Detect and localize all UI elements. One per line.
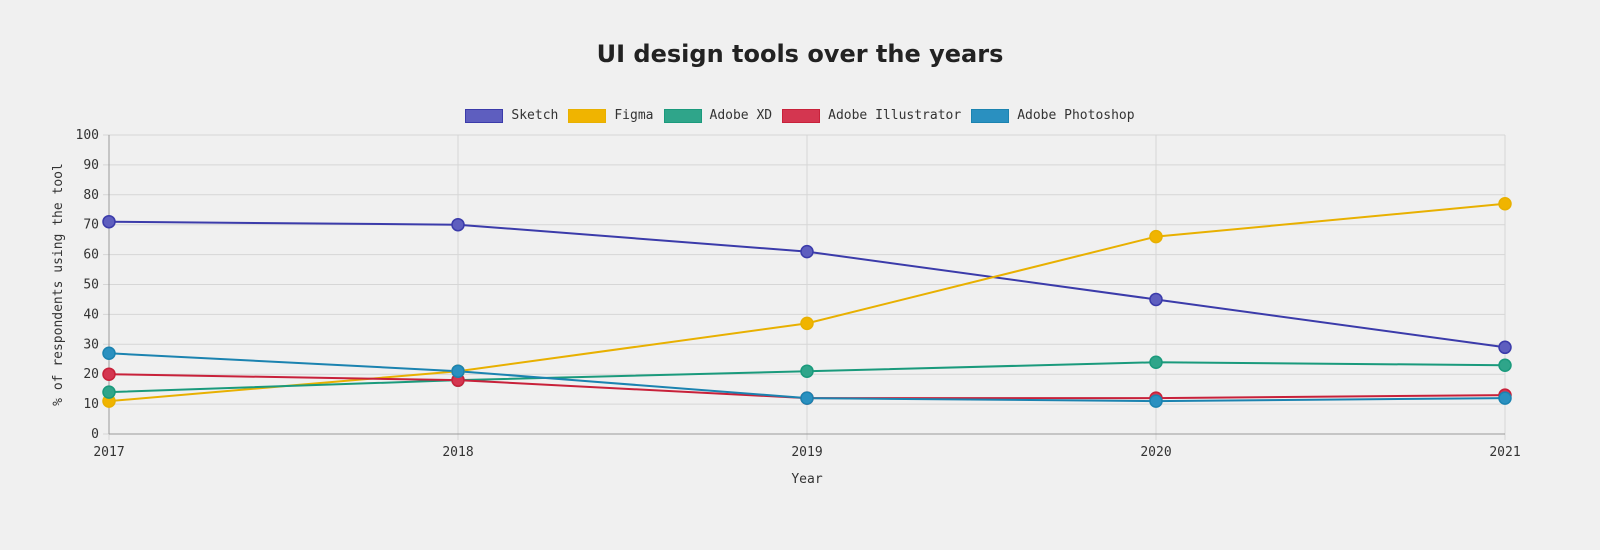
legend-item-sketch[interactable]: Sketch (465, 108, 558, 123)
y-tick-label: 80 (83, 188, 99, 203)
legend-label: Adobe Photoshop (1017, 108, 1135, 123)
data-point-adobe-xd[interactable] (800, 364, 814, 378)
data-point-figma[interactable] (1498, 197, 1512, 211)
legend-item-adobe-xd[interactable]: Adobe XD (663, 108, 773, 123)
legend-swatch (971, 108, 1010, 123)
data-point-sketch[interactable] (1498, 340, 1512, 355)
axes (108, 135, 1505, 435)
data-point-sketch[interactable] (1149, 292, 1163, 307)
data-point-adobe-photoshop[interactable] (1498, 391, 1512, 405)
y-tick-label: 10 (83, 397, 99, 412)
data-point-adobe-photoshop[interactable] (451, 364, 465, 378)
legend-label: Figma (614, 108, 654, 123)
chart-title: UI design tools over the years (596, 40, 1004, 68)
legend-swatch (782, 108, 821, 123)
legend-swatch (568, 108, 607, 123)
y-tick-label: 30 (83, 337, 99, 352)
data-point-adobe-illustrator[interactable] (102, 367, 116, 381)
data-point-sketch[interactable] (451, 217, 465, 232)
data-point-figma[interactable] (1149, 229, 1163, 244)
y-tick-label: 60 (83, 248, 99, 263)
y-tick-label: 0 (91, 427, 99, 442)
y-tick-label: 50 (83, 278, 99, 293)
x-tick-label: 2017 (93, 445, 124, 460)
x-tick-label: 2018 (442, 445, 473, 460)
data-point-adobe-xd[interactable] (1149, 355, 1163, 369)
data-point-adobe-photoshop[interactable] (102, 346, 116, 361)
y-axis-title: % of respondents using the tool (51, 163, 66, 406)
legend-item-adobe-illustrator[interactable]: Adobe Illustrator (782, 108, 961, 123)
legend-label: Adobe XD (709, 108, 773, 123)
legend-item-figma[interactable]: Figma (568, 108, 654, 123)
y-tick-label: 40 (83, 307, 99, 322)
data-points (102, 197, 1512, 408)
x-tick-label: 2019 (791, 445, 822, 460)
x-tick-label: 2020 (1140, 445, 1171, 460)
legend-swatch (663, 108, 702, 123)
data-point-adobe-xd[interactable] (1498, 358, 1512, 372)
legend-item-adobe-photoshop[interactable]: Adobe Photoshop (971, 108, 1135, 123)
x-tick-label: 2021 (1489, 445, 1520, 460)
data-point-adobe-photoshop[interactable] (1149, 394, 1163, 408)
data-point-adobe-xd[interactable] (102, 385, 116, 399)
data-point-sketch[interactable] (102, 214, 116, 229)
data-point-figma[interactable] (800, 316, 814, 331)
data-point-sketch[interactable] (800, 244, 814, 259)
legend-label: Sketch (511, 108, 559, 123)
data-point-adobe-photoshop[interactable] (800, 391, 814, 405)
axis-labels: 0 10 20 30 40 50 60 70 80 90 100 2017 2018 2019 2020 20… (51, 128, 1521, 487)
legend-swatch (465, 108, 504, 123)
y-tick-label: 70 (83, 218, 99, 233)
y-tick-label: 20 (83, 367, 99, 382)
y-tick-label: 100 (76, 128, 99, 143)
legend: Sketch Figma Adobe XD Adobe Illustrator Adob… (0, 108, 1600, 123)
y-tick-label: 90 (83, 158, 99, 173)
legend-label: Adobe Illustrator (828, 108, 962, 123)
x-axis-title: Year (791, 472, 822, 487)
